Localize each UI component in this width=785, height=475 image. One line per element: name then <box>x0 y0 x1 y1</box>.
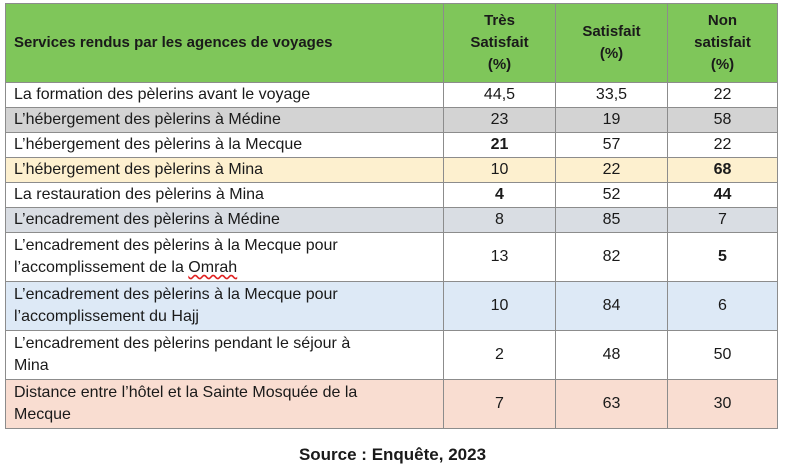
table-row: L’encadrement des pèlerins à la Mecque p… <box>5 232 778 282</box>
tres-satisfait-cell: 10 <box>443 157 556 183</box>
non-satisfait-cell: 22 <box>667 132 778 158</box>
header-tres-line1: Très <box>484 12 515 29</box>
non-satisfait-cell: 6 <box>667 281 778 331</box>
satisfait-cell: 33,5 <box>555 82 668 108</box>
non-satisfait-cell: 50 <box>667 330 778 380</box>
satisfait-cell: 22 <box>555 157 668 183</box>
satisfaction-table: Services rendus par les agences de voyag… <box>5 3 778 429</box>
tres-satisfait-cell: 2 <box>443 330 556 380</box>
tres-satisfait-cell: 23 <box>443 107 556 133</box>
service-line: l’accomplissement de la <box>14 259 189 276</box>
service-line: l’accomplissement du Hajj <box>14 308 199 325</box>
satisfait-cell: 52 <box>555 182 668 208</box>
tres-satisfait-cell: 4 <box>443 182 556 208</box>
header-tres-satisfait: Très Satisfait (%) <box>443 3 556 83</box>
table-row: L’hébergement des pèlerins à Médine 23 1… <box>5 107 778 133</box>
header-service: Services rendus par les agences de voyag… <box>5 3 444 83</box>
service-cell: L’hébergement des pèlerins à Mina <box>5 157 444 183</box>
service-cell: L’hébergement des pèlerins à Médine <box>5 107 444 133</box>
tres-satisfait-cell: 7 <box>443 379 556 429</box>
non-satisfait-cell: 68 <box>667 157 778 183</box>
header-non-line2: satisfait <box>694 34 751 51</box>
non-satisfait-cell: 22 <box>667 82 778 108</box>
tres-satisfait-cell: 44,5 <box>443 82 556 108</box>
satisfait-cell: 84 <box>555 281 668 331</box>
non-satisfait-cell: 30 <box>667 379 778 429</box>
table-row: Distance entre l’hôtel et la Sainte Mosq… <box>5 379 778 429</box>
service-cell: L’encadrement des pèlerins pendant le sé… <box>5 330 444 380</box>
tres-satisfait-cell: 13 <box>443 232 556 282</box>
non-satisfait-cell: 58 <box>667 107 778 133</box>
tres-satisfait-cell: 21 <box>443 132 556 158</box>
satisfait-cell: 48 <box>555 330 668 380</box>
service-line: L’encadrement des pèlerins à la Mecque p… <box>14 237 338 254</box>
header-tres-line2: Satisfait <box>470 34 529 51</box>
service-cell: L’encadrement des pèlerins à Médine <box>5 207 444 233</box>
header-sat-line1: Satisfait <box>582 23 641 40</box>
service-cell: L’hébergement des pèlerins à la Mecque <box>5 132 444 158</box>
header-tres-line3: (%) <box>487 56 512 73</box>
non-satisfait-cell: 44 <box>667 182 778 208</box>
table-row: L’encadrement des pèlerins pendant le sé… <box>5 330 778 380</box>
satisfait-cell: 63 <box>555 379 668 429</box>
satisfait-cell: 82 <box>555 232 668 282</box>
table-row: L’encadrement des pèlerins à Médine 8 85… <box>5 207 778 233</box>
header-non-line1: Non <box>707 12 738 29</box>
header-non-line3: (%) <box>710 56 735 73</box>
service-cell: La restauration des pèlerins à Mina <box>5 182 444 208</box>
non-satisfait-cell: 5 <box>667 232 778 282</box>
satisfait-cell: 19 <box>555 107 668 133</box>
service-line: L’encadrement des pèlerins à la Mecque p… <box>14 286 338 303</box>
table-row: L’encadrement des pèlerins à la Mecque p… <box>5 281 778 331</box>
header-sat-line2: (%) <box>599 45 624 62</box>
service-line: L’encadrement des pèlerins pendant le sé… <box>14 335 351 352</box>
table-row: L’hébergement des pèlerins à la Mecque 2… <box>5 132 778 158</box>
service-line: Distance entre l’hôtel et la Sainte Mosq… <box>14 384 358 401</box>
source-caption: Source : Enquête, 2023 <box>298 445 487 464</box>
service-cell: L’encadrement des pèlerins à la Mecque p… <box>5 281 444 331</box>
service-cell: Distance entre l’hôtel et la Sainte Mosq… <box>5 379 444 429</box>
satisfait-cell: 57 <box>555 132 668 158</box>
service-line: Mecque <box>14 406 71 423</box>
table-row: L’hébergement des pèlerins à Mina 10 22 … <box>5 157 778 183</box>
header-satisfait: Satisfait (%) <box>555 3 668 83</box>
service-cell: La formation des pèlerins avant le voyag… <box>5 82 444 108</box>
tres-satisfait-cell: 8 <box>443 207 556 233</box>
service-line: Mina <box>14 357 49 374</box>
tres-satisfait-cell: 10 <box>443 281 556 331</box>
non-satisfait-cell: 7 <box>667 207 778 233</box>
spellcheck-word: Omrah <box>188 259 238 276</box>
satisfait-cell: 85 <box>555 207 668 233</box>
table-row: La restauration des pèlerins à Mina 4 52… <box>5 182 778 208</box>
service-cell: L’encadrement des pèlerins à la Mecque p… <box>5 232 444 282</box>
table-row: La formation des pèlerins avant le voyag… <box>5 82 778 108</box>
header-row: Services rendus par les agences de voyag… <box>5 3 778 83</box>
header-non-satisfait: Non satisfait (%) <box>667 3 778 83</box>
